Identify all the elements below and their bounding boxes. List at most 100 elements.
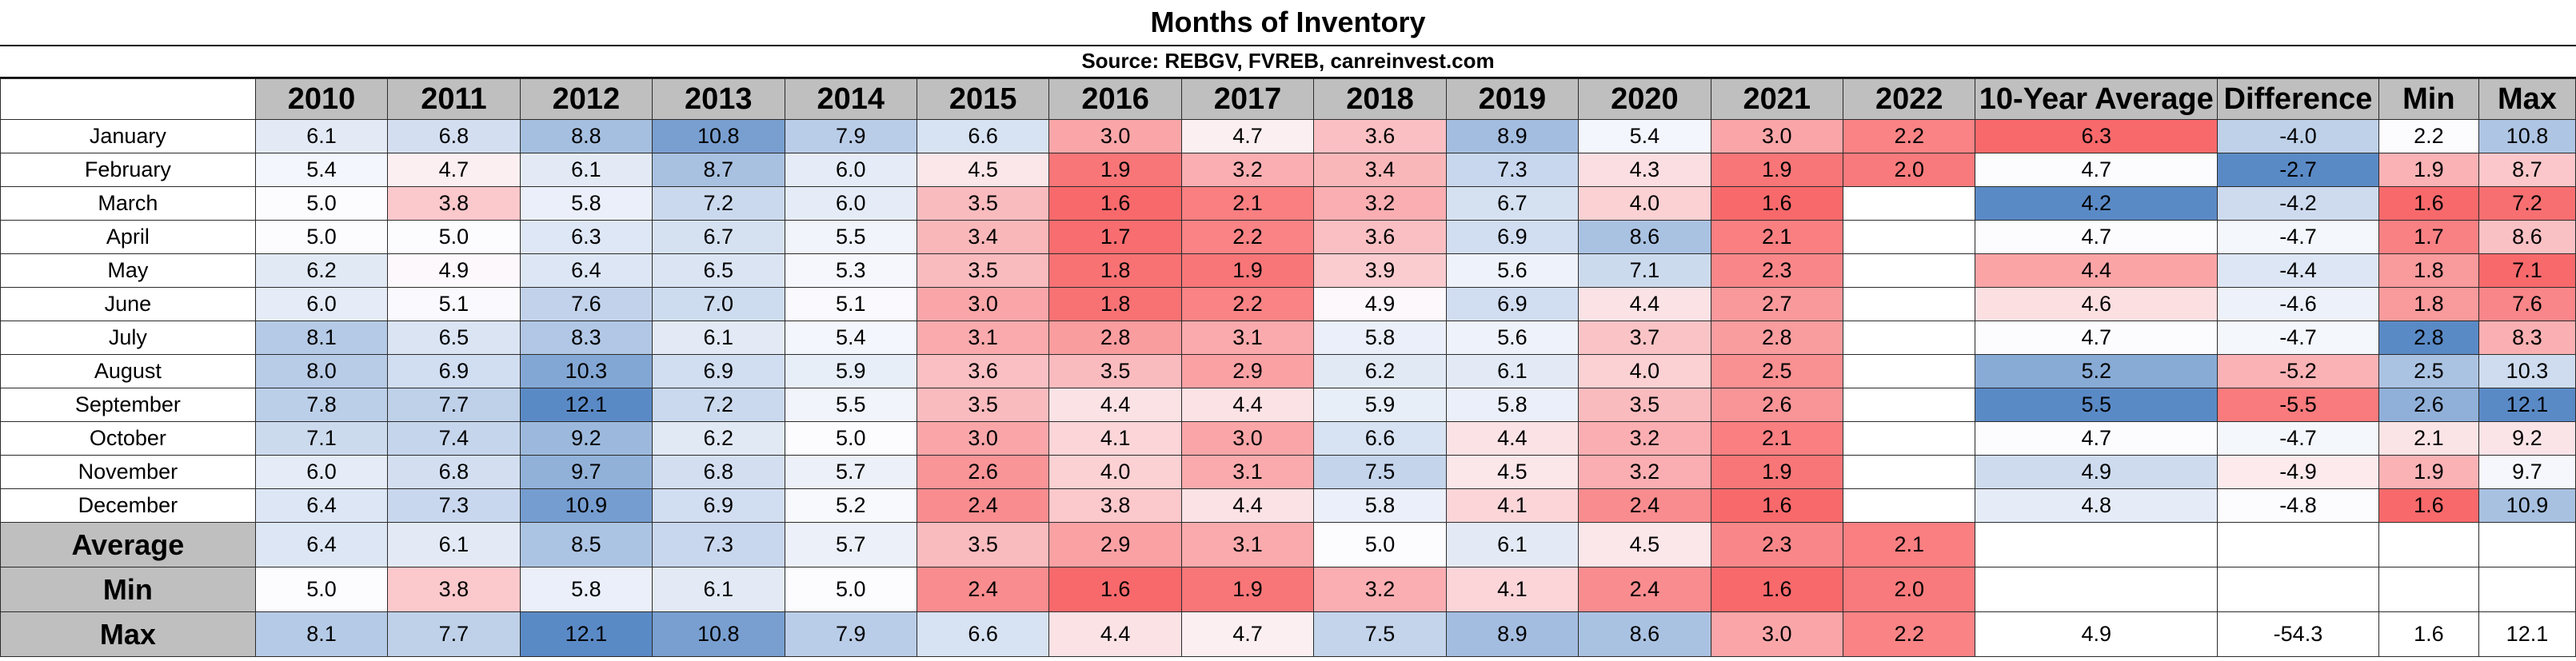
table-cell: 4.4: [1445, 421, 1580, 456]
table-cell: 4.4: [1180, 388, 1315, 422]
table-cell: 2.1: [2378, 421, 2479, 456]
table-cell: 5.0: [1313, 522, 1447, 567]
table-cell: 2.1: [1180, 186, 1315, 221]
table-cell: 10.8: [652, 119, 785, 153]
table-row: February 5.4 4.7 6.1 8.7 6.0 4.5 1.9 3.2 3.4 7.3 4.…: [0, 153, 2576, 187]
table-cell: 5.1: [784, 287, 917, 321]
table-cell: 4.1: [1048, 421, 1182, 456]
table-cell: 4.9: [1313, 287, 1447, 321]
table-cell: 1.9: [1180, 253, 1315, 288]
table-cell: 5.7: [784, 455, 917, 489]
table-cell: [1843, 287, 1976, 321]
table-cell: [1843, 388, 1976, 422]
table-cell: [1975, 522, 2219, 567]
row-label: Max: [0, 611, 256, 657]
table-cell: 6.6: [916, 611, 1050, 657]
table-cell: 6.6: [1313, 421, 1447, 456]
table-cell: 3.7: [1578, 321, 1711, 355]
table-cell: 12.1: [519, 611, 653, 657]
table-cell: 6.3: [1975, 119, 2219, 153]
table-cell: 2.8: [1710, 321, 1844, 355]
table-cell: 6.5: [652, 253, 785, 288]
chart-title: Months of Inventory: [0, 0, 2576, 46]
table-cell: 6.1: [652, 567, 785, 612]
table-cell: 6.2: [652, 421, 785, 456]
table-cell: 6.1: [1445, 354, 1580, 388]
table-cell: 3.6: [1313, 220, 1447, 254]
table-cell: 1.6: [1048, 567, 1182, 612]
table-cell: 8.7: [652, 153, 785, 187]
column-header: 2011: [387, 78, 521, 120]
table-cell: 6.2: [1313, 354, 1447, 388]
table-cell: 3.8: [1048, 488, 1182, 523]
table-cell: [2478, 522, 2576, 567]
table-cell: 9.7: [2478, 455, 2576, 489]
table-cell: 7.6: [519, 287, 653, 321]
column-header: 2010: [254, 78, 389, 120]
table-cell: 4.4: [1975, 253, 2219, 288]
table-cell: 6.8: [387, 119, 521, 153]
table-cell: 3.2: [1313, 186, 1447, 221]
table-cell: 6.0: [254, 455, 389, 489]
table-cell: 3.0: [1710, 119, 1844, 153]
table-cell: 10.3: [519, 354, 653, 388]
table-cell: 2.4: [1578, 488, 1711, 523]
table-cell: 4.5: [916, 153, 1050, 187]
table-cell: 3.0: [1710, 611, 1844, 657]
table-cell: 5.8: [1313, 488, 1447, 523]
table-cell: 2.5: [1710, 354, 1844, 388]
table-cell: 3.5: [1578, 388, 1711, 422]
table-cell: 1.9: [1710, 153, 1844, 187]
table-cell: 2.7: [1710, 287, 1844, 321]
table-cell: [1843, 253, 1976, 288]
table-cell: 3.0: [1180, 421, 1315, 456]
table-cell: -4.7: [2217, 321, 2379, 355]
table-cell: 2.5: [2378, 354, 2479, 388]
table-cell: 1.7: [2378, 220, 2479, 254]
table-cell: 6.9: [1445, 220, 1580, 254]
table-cell: 2.0: [1843, 153, 1976, 187]
row-label: June: [0, 287, 256, 321]
chart-subtitle: Source: REBGV, FVREB, canreinvest.com: [0, 45, 2576, 78]
table-cell: 10.9: [519, 488, 653, 523]
table-cell: 3.5: [916, 253, 1050, 288]
table-cell: 6.7: [1445, 186, 1580, 221]
table-cell: 8.9: [1445, 119, 1580, 153]
table-cell: [1843, 354, 1976, 388]
table-cell: -4.7: [2217, 421, 2379, 456]
table-cell: -4.0: [2217, 119, 2379, 153]
table-cell: 1.6: [1710, 567, 1844, 612]
table-cell: 4.5: [1578, 522, 1711, 567]
table-cell: 10.8: [652, 611, 785, 657]
table-row: October 7.1 7.4 9.2 6.2 5.0 3.0 4.1 3.0 6.6 4.4 3.2…: [0, 421, 2576, 456]
table-cell: 7.2: [652, 186, 785, 221]
row-label: August: [0, 354, 256, 388]
row-label: September: [0, 388, 256, 422]
row-label: July: [0, 321, 256, 355]
table-cell: -4.7: [2217, 220, 2379, 254]
table-cell: 2.3: [1710, 253, 1844, 288]
table-cell: 2.4: [916, 567, 1050, 612]
table-cell: 2.2: [1843, 119, 1976, 153]
row-label: February: [0, 153, 256, 187]
table-cell: 6.0: [784, 186, 917, 221]
table-cell: 8.6: [1578, 611, 1711, 657]
row-label: May: [0, 253, 256, 288]
table-cell: 4.4: [1180, 488, 1315, 523]
table-cell: 1.9: [2378, 455, 2479, 489]
column-header: 2021: [1710, 78, 1844, 120]
table-cell: 2.1: [1710, 220, 1844, 254]
table-row: May 6.2 4.9 6.4 6.5 5.3 3.5 1.8 1.9 3.9 5.6 7.1 2.3 4…: [0, 253, 2576, 288]
table-cell: 2.4: [916, 488, 1050, 523]
table-cell: [1843, 186, 1976, 221]
table-cell: 4.0: [1048, 455, 1182, 489]
column-header: 2014: [784, 78, 917, 120]
column-header: 2019: [1445, 78, 1580, 120]
table-cell: 5.4: [784, 321, 917, 355]
table-cell: 5.6: [1445, 321, 1580, 355]
table-row: June 6.0 5.1 7.6 7.0 5.1 3.0 1.8 2.2 4.9 6.9 4.4 2.7…: [0, 287, 2576, 321]
table-cell: 3.2: [1578, 421, 1711, 456]
table-cell: 1.9: [1180, 567, 1315, 612]
table-cell: 5.1: [387, 287, 521, 321]
inventory-table: 2010 2011 2012 2013 2014 2015 2016 2017 2018 2019…: [0, 78, 2576, 657]
